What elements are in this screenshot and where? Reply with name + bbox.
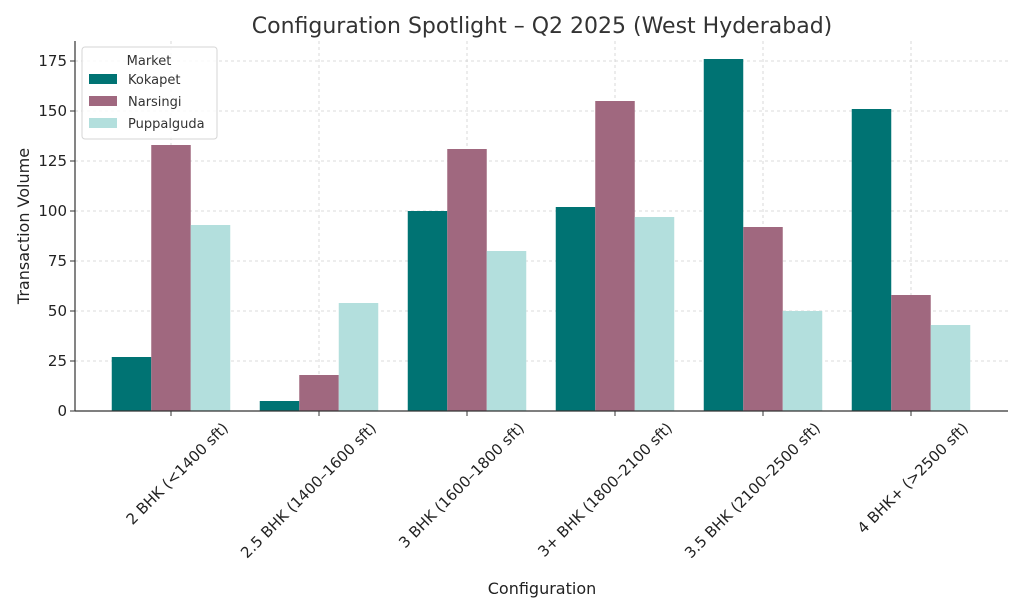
- y-tick-label: 0: [57, 402, 67, 420]
- legend-box: [81, 46, 218, 140]
- bar-puppalguda-1: [338, 303, 379, 411]
- x-ticks: 2 BHK (<1400 sft) 2.5 BHK (1400–1600 sft)…: [123, 411, 972, 562]
- y-tick-label: 125: [38, 152, 67, 170]
- legend-title: Market: [127, 54, 172, 69]
- legend-swatch-kokapet: [89, 74, 117, 84]
- bar-narsingi-0: [151, 145, 191, 411]
- bar-kokapet-4: [703, 59, 744, 411]
- x-tick-label: 3.5 BHK (2100–2500 sft): [681, 419, 824, 562]
- y-tick-label: 75: [48, 252, 67, 270]
- y-tick-label: 25: [48, 352, 67, 370]
- bar-narsingi-5: [891, 295, 931, 411]
- bar-narsingi-3: [595, 101, 635, 411]
- chart-title: Configuration Spotlight – Q2 2025 (West …: [252, 14, 833, 39]
- y-tick-label: 150: [38, 102, 67, 120]
- bar-narsingi-4: [743, 227, 783, 411]
- bar-kokapet-2: [407, 211, 448, 411]
- y-tick-label: 100: [38, 202, 67, 220]
- bar-kokapet-0: [111, 357, 152, 411]
- legend-label-kokapet: Kokapet: [128, 73, 180, 88]
- bar-narsingi-1: [299, 375, 339, 411]
- x-tick-label: 3 BHK (1600–1800 sft): [395, 419, 528, 552]
- y-tick-label: 175: [38, 52, 67, 70]
- legend-swatch-narsingi: [89, 96, 117, 106]
- bar-puppalguda-4: [782, 311, 823, 411]
- y-axis-label: Transaction Volume: [14, 148, 33, 305]
- legend-label-narsingi: Narsingi: [128, 95, 182, 110]
- legend-label-puppalguda: Puppalguda: [128, 117, 205, 132]
- legend-items: Kokapet Narsingi Puppalguda: [89, 73, 205, 132]
- x-tick-label: 2.5 BHK (1400–1600 sft): [237, 419, 380, 562]
- bar-puppalguda-0: [190, 225, 231, 411]
- y-ticks: 0 25 50 75 100 125 150 175: [38, 52, 75, 420]
- bar-kokapet-1: [259, 401, 300, 411]
- legend: Market Kokapet Narsingi Puppalguda: [81, 46, 218, 140]
- bar-puppalguda-2: [486, 251, 527, 411]
- x-axis-label: Configuration: [488, 579, 597, 598]
- x-tick-label: 2 BHK (<1400 sft): [123, 419, 232, 528]
- legend-swatch-puppalguda: [89, 118, 117, 128]
- bar-kokapet-3: [555, 207, 596, 411]
- bar-kokapet-5: [851, 109, 892, 411]
- x-tick-label: 3+ BHK (1800–2100 sft): [534, 419, 675, 560]
- axes: [74, 41, 1008, 412]
- bars: [111, 59, 971, 411]
- bar-puppalguda-5: [930, 325, 971, 411]
- bar-puppalguda-3: [634, 217, 675, 411]
- y-tick-label: 50: [48, 302, 67, 320]
- bar-narsingi-2: [447, 149, 487, 411]
- x-tick-label: 4 BHK+ (>2500 sft): [854, 419, 972, 537]
